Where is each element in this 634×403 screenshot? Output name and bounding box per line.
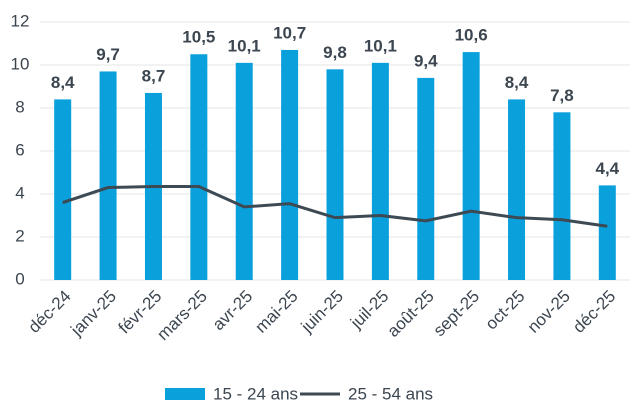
x-tick-label: oct-25 — [482, 287, 529, 334]
bar — [54, 99, 72, 281]
legend-label: 25 - 54 ans — [348, 384, 433, 403]
value-label: 10,7 — [273, 23, 306, 42]
x-tick-label: janv-25 — [67, 287, 121, 341]
value-label: 9,8 — [323, 43, 347, 62]
value-label: 10,1 — [228, 36, 261, 55]
bar — [462, 52, 480, 280]
line — [62, 184, 608, 228]
y-tick-label: 8 — [15, 97, 24, 116]
x-tick-label: août-25 — [384, 287, 438, 341]
value-label: 10,5 — [182, 28, 215, 47]
value-label: 8,4 — [505, 73, 529, 92]
value-label: 9,7 — [96, 45, 120, 64]
x-tick-label: sept-25 — [430, 287, 484, 341]
x-tick-label: juin-25 — [297, 287, 347, 337]
legend-label: 15 - 24 ans — [213, 384, 298, 403]
legend-swatch — [165, 388, 205, 400]
bar — [371, 62, 389, 280]
bar — [326, 69, 344, 280]
value-label: 8,4 — [51, 73, 75, 92]
value-label: 4,4 — [595, 159, 619, 178]
y-tick-label: 4 — [15, 183, 24, 202]
value-label: 8,7 — [142, 66, 166, 85]
x-tick-label: avr-25 — [209, 287, 257, 335]
x-tick-label: déc-24 — [24, 287, 74, 337]
bar — [190, 54, 208, 280]
x-tick-label: déc-25 — [569, 287, 619, 337]
bar — [99, 71, 117, 280]
value-label: 10,6 — [455, 26, 488, 45]
x-tick-label: nov-25 — [524, 287, 574, 337]
y-tick-label: 10 — [11, 54, 30, 73]
value-label: 9,4 — [414, 51, 438, 70]
bar — [553, 112, 571, 280]
x-tick-label: mars-25 — [153, 287, 211, 345]
y-tick-label: 6 — [15, 140, 24, 159]
value-label: 10,1 — [364, 36, 397, 55]
bar — [598, 185, 616, 280]
y-tick-label: 2 — [15, 226, 24, 245]
bar — [281, 49, 299, 281]
value-label: 7,8 — [550, 86, 574, 105]
bar — [235, 62, 253, 280]
x-tick-label: mai-25 — [251, 287, 301, 337]
y-tick-label: 12 — [11, 11, 30, 30]
bar — [417, 77, 435, 281]
bar — [508, 99, 526, 281]
y-tick-label: 0 — [15, 269, 24, 288]
